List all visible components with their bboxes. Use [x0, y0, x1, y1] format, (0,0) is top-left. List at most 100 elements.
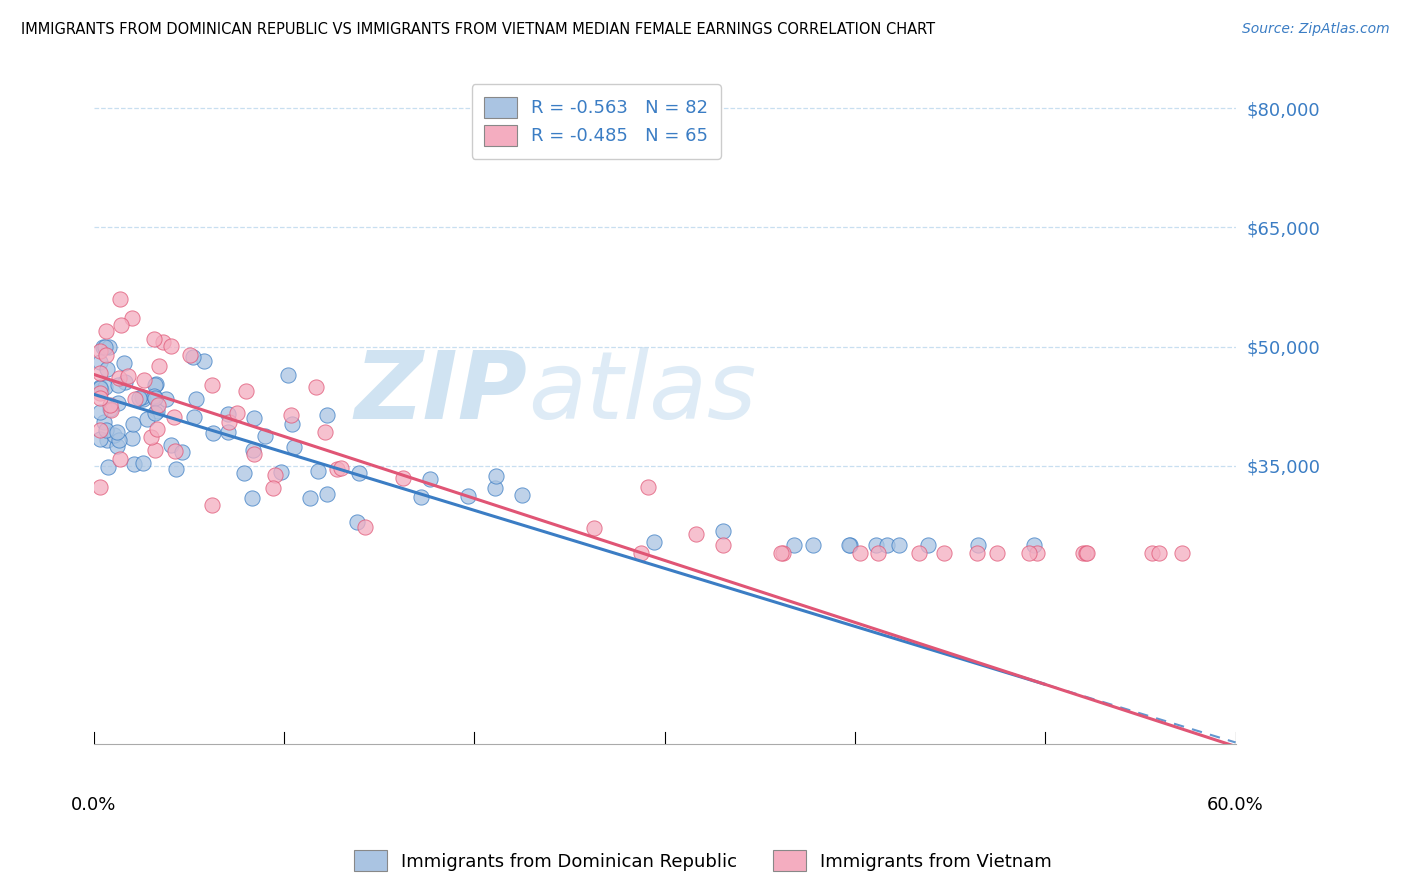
Point	[329, 461, 352, 475]
Point	[193, 354, 215, 368]
Point	[121, 431, 143, 445]
Point	[457, 489, 479, 503]
Point	[307, 464, 329, 478]
Point	[124, 392, 146, 406]
Point	[908, 546, 931, 560]
Point	[93, 415, 115, 429]
Point	[148, 359, 170, 373]
Point	[107, 377, 129, 392]
Point	[243, 410, 266, 425]
Point	[159, 438, 181, 452]
Point	[143, 406, 166, 420]
Point	[484, 481, 506, 495]
Point	[128, 392, 150, 406]
Point	[146, 398, 169, 412]
Point	[165, 462, 187, 476]
Point	[354, 520, 377, 534]
Point	[865, 538, 887, 552]
Point	[160, 339, 183, 353]
Point	[142, 332, 165, 346]
Point	[112, 356, 135, 370]
Point	[1147, 546, 1170, 560]
Legend: R = -0.563   N = 82, R = -0.485   N = 65: R = -0.563 N = 82, R = -0.485 N = 65	[471, 85, 721, 159]
Point	[1076, 546, 1098, 560]
Point	[838, 538, 860, 552]
Point	[346, 515, 368, 529]
Point	[711, 524, 734, 538]
Point	[876, 538, 898, 552]
Point	[110, 292, 132, 306]
Point	[1022, 538, 1045, 552]
Point	[100, 402, 122, 417]
Point	[183, 409, 205, 424]
Point	[89, 381, 111, 395]
Point	[105, 425, 128, 439]
Point	[392, 471, 415, 485]
Point	[226, 406, 249, 420]
Point	[145, 377, 167, 392]
Point	[96, 362, 118, 376]
Point	[314, 425, 336, 439]
Point	[783, 538, 806, 552]
Point	[932, 546, 955, 560]
Point	[179, 348, 201, 362]
Point	[1018, 546, 1040, 560]
Point	[165, 444, 187, 458]
Point	[114, 375, 136, 389]
Text: atlas: atlas	[527, 347, 756, 438]
Point	[96, 460, 118, 475]
Point	[132, 457, 155, 471]
Point	[124, 457, 146, 471]
Point	[97, 340, 120, 354]
Point	[986, 546, 1008, 560]
Point	[218, 415, 240, 429]
Point	[170, 444, 193, 458]
Point	[94, 340, 117, 354]
Point	[315, 487, 337, 501]
Point	[849, 546, 872, 560]
Text: 60.0%: 60.0%	[1208, 796, 1264, 814]
Point	[630, 546, 652, 560]
Point	[270, 465, 292, 479]
Point	[89, 392, 111, 406]
Point	[91, 340, 114, 354]
Point	[107, 395, 129, 409]
Point	[583, 521, 606, 535]
Point	[90, 383, 112, 397]
Point	[89, 354, 111, 368]
Point	[280, 408, 302, 422]
Legend: Immigrants from Dominican Republic, Immigrants from Vietnam: Immigrants from Dominican Republic, Immi…	[347, 843, 1059, 879]
Point	[89, 380, 111, 394]
Point	[242, 491, 264, 505]
Point	[96, 348, 118, 362]
Point	[89, 423, 111, 437]
Point	[235, 384, 257, 399]
Point	[966, 546, 988, 560]
Point	[772, 546, 794, 560]
Point	[110, 451, 132, 466]
Point	[1071, 546, 1094, 560]
Point	[98, 398, 121, 412]
Text: 0.0%: 0.0%	[72, 796, 117, 814]
Point	[298, 491, 321, 505]
Point	[94, 324, 117, 338]
Point	[253, 429, 276, 443]
Point	[887, 538, 910, 552]
Point	[132, 392, 155, 406]
Point	[89, 366, 111, 380]
Point	[264, 467, 287, 482]
Point	[143, 377, 166, 392]
Point	[242, 442, 264, 457]
Point	[277, 368, 299, 383]
Text: ZIP: ZIP	[354, 347, 527, 439]
Point	[201, 378, 224, 392]
Point	[411, 490, 433, 504]
Point	[155, 392, 177, 407]
Point	[142, 389, 165, 403]
Point	[163, 410, 186, 425]
Point	[110, 318, 132, 333]
Point	[347, 466, 370, 480]
Point	[105, 439, 128, 453]
Point	[201, 426, 224, 441]
Point	[262, 481, 284, 495]
